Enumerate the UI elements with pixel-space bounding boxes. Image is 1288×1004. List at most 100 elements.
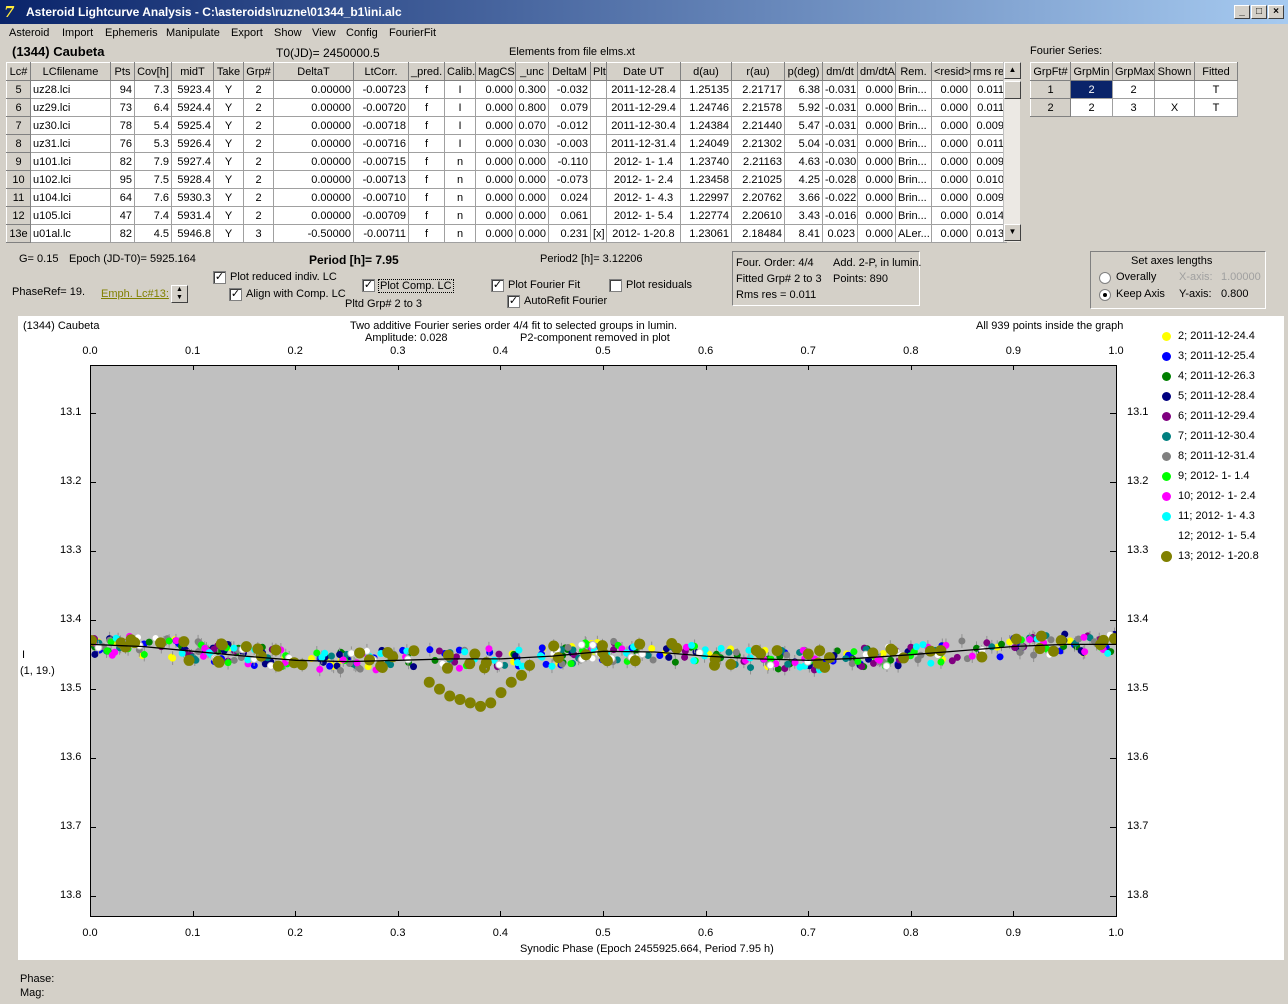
lc-cell[interactable]: ALer... bbox=[895, 224, 932, 243]
lc-cell[interactable]: 0.000 bbox=[857, 188, 896, 207]
menu-export[interactable]: Export bbox=[231, 27, 263, 39]
lc-cell[interactable]: 0.00000 bbox=[273, 116, 354, 135]
lc-cell[interactable]: 0.000 bbox=[515, 170, 549, 189]
lc-cell[interactable]: 0.009 bbox=[970, 188, 1007, 207]
lc-cell[interactable]: 7.6 bbox=[134, 188, 172, 207]
lc-cell[interactable]: u102.lci bbox=[30, 170, 111, 189]
lc-cell[interactable] bbox=[590, 80, 607, 99]
lc-header-15[interactable]: Date UT bbox=[606, 62, 681, 81]
lc-cell[interactable]: I bbox=[444, 134, 476, 153]
lc-header-20[interactable]: dm/dtA bbox=[857, 62, 896, 81]
lc-cell[interactable]: -0.032 bbox=[548, 80, 591, 99]
lc-cell[interactable]: 6 bbox=[6, 98, 31, 117]
lc-cell[interactable]: 0.00000 bbox=[273, 80, 354, 99]
lc-cell[interactable]: Brin... bbox=[895, 80, 932, 99]
lightcurve-table[interactable]: Lc# LCfilename Pts Cov[h] midT Take Grp# DeltaT… bbox=[6, 62, 1007, 243]
lc-cell[interactable]: uz30.lci bbox=[30, 116, 111, 135]
lc-cell[interactable]: -0.022 bbox=[822, 188, 858, 207]
lc-cell[interactable] bbox=[590, 170, 607, 189]
lc-cell[interactable]: uz28.lci bbox=[30, 80, 111, 99]
lc-cell[interactable]: 2011-12-29.4 bbox=[606, 98, 681, 117]
lc-cell[interactable]: 0.011 bbox=[970, 80, 1007, 99]
lc-cell[interactable]: 2012- 1- 5.4 bbox=[606, 206, 681, 225]
lc-header-8[interactable]: LtCorr. bbox=[353, 62, 409, 81]
lc-cell[interactable]: 0.000 bbox=[931, 188, 971, 207]
lc-cell[interactable]: -0.073 bbox=[548, 170, 591, 189]
lc-cell[interactable]: 0.000 bbox=[475, 206, 516, 225]
lc-cell[interactable]: -0.012 bbox=[548, 116, 591, 135]
lc-cell[interactable] bbox=[590, 116, 607, 135]
lc-cell[interactable]: 0.010 bbox=[970, 170, 1007, 189]
lc-cell[interactable]: -0.110 bbox=[548, 152, 591, 171]
scroll-down-icon[interactable]: ▼ bbox=[1004, 224, 1021, 241]
lc-cell[interactable]: 0.014 bbox=[970, 206, 1007, 225]
lc-cell[interactable]: n bbox=[444, 170, 476, 189]
close-button[interactable]: × bbox=[1268, 5, 1284, 19]
maximize-button[interactable]: □ bbox=[1251, 5, 1267, 19]
table-row[interactable]: 9 u101.lci 82 7.9 5927.4 Y 2 0.00000 -0.00715 f n 0… bbox=[6, 152, 1007, 171]
lc-cell[interactable]: 0.000 bbox=[857, 224, 896, 243]
lc-header-11[interactable]: MagCS bbox=[475, 62, 516, 81]
lc-cell[interactable]: 0.000 bbox=[475, 116, 516, 135]
lc-cell[interactable]: 2 bbox=[243, 80, 274, 99]
lc-cell[interactable]: 95 bbox=[110, 170, 135, 189]
lc-cell[interactable]: 2012- 1- 2.4 bbox=[606, 170, 681, 189]
lc-cell[interactable]: 10 bbox=[6, 170, 31, 189]
lc-cell[interactable]: 0.00000 bbox=[273, 134, 354, 153]
lc-header-23[interactable]: rms res bbox=[970, 62, 1007, 81]
lc-cell[interactable]: 0.000 bbox=[475, 224, 516, 243]
lc-cell[interactable]: 2012- 1- 1.4 bbox=[606, 152, 681, 171]
lc-cell[interactable]: 5930.3 bbox=[171, 188, 214, 207]
lc-cell[interactable]: 4.63 bbox=[784, 152, 823, 171]
lc-cell[interactable]: 5924.4 bbox=[171, 98, 214, 117]
lc-cell[interactable]: 7.5 bbox=[134, 170, 172, 189]
lc-header-21[interactable]: Rem. bbox=[895, 62, 932, 81]
fourier-header-4[interactable]: Fitted bbox=[1194, 62, 1238, 81]
lc-cell[interactable]: 0.000 bbox=[515, 188, 549, 207]
lc-cell[interactable]: -0.00710 bbox=[353, 188, 409, 207]
lc-cell[interactable]: I bbox=[444, 80, 476, 99]
lc-cell[interactable]: 5.47 bbox=[784, 116, 823, 135]
align-comp-checkbox[interactable]: ✓ bbox=[229, 288, 242, 301]
lc-cell[interactable]: -0.00709 bbox=[353, 206, 409, 225]
lc-header-6[interactable]: Grp# bbox=[243, 62, 274, 81]
lc-cell[interactable]: 1.24049 bbox=[680, 134, 732, 153]
lc-cell[interactable]: 5.3 bbox=[134, 134, 172, 153]
lc-header-3[interactable]: Cov[h] bbox=[134, 62, 172, 81]
lc-cell[interactable]: 4.25 bbox=[784, 170, 823, 189]
table-row[interactable]: 11 u104.lci 64 7.6 5930.3 Y 2 0.00000 -0.00710 f n… bbox=[6, 188, 1007, 207]
lc-cell[interactable]: f bbox=[408, 152, 445, 171]
lc-cell[interactable]: 2.21163 bbox=[731, 152, 785, 171]
lc-cell[interactable]: 2.20762 bbox=[731, 188, 785, 207]
lc-cell[interactable] bbox=[590, 188, 607, 207]
lc-header-10[interactable]: Calib. bbox=[444, 62, 476, 81]
lc-cell[interactable]: 2 bbox=[243, 206, 274, 225]
lc-cell[interactable]: 0.00000 bbox=[273, 152, 354, 171]
fourier-header-1[interactable]: GrpMin bbox=[1070, 62, 1113, 81]
table-row[interactable]: 12 u105.lci 47 7.4 5931.4 Y 2 0.00000 -0.00709 f n… bbox=[6, 206, 1007, 225]
lc-cell[interactable]: -0.50000 bbox=[273, 224, 354, 243]
lc-cell[interactable]: u105.lci bbox=[30, 206, 111, 225]
lc-cell[interactable]: f bbox=[408, 80, 445, 99]
lc-cell[interactable]: 7.3 bbox=[134, 80, 172, 99]
lc-cell[interactable]: 2011-12-31.4 bbox=[606, 134, 681, 153]
lc-cell[interactable]: Brin... bbox=[895, 206, 932, 225]
lc-cell[interactable]: 0.000 bbox=[515, 206, 549, 225]
lc-cell[interactable]: -0.00711 bbox=[353, 224, 409, 243]
lc-cell[interactable]: 5.92 bbox=[784, 98, 823, 117]
plot-residuals-checkbox[interactable] bbox=[609, 279, 622, 292]
autorefit-checkbox[interactable]: ✓ bbox=[507, 295, 520, 308]
lc-cell[interactable]: Brin... bbox=[895, 116, 932, 135]
lc-cell[interactable]: f bbox=[408, 134, 445, 153]
lc-cell[interactable]: 7.9 bbox=[134, 152, 172, 171]
lc-cell[interactable]: 2.20610 bbox=[731, 206, 785, 225]
lc-cell[interactable]: 6.38 bbox=[784, 80, 823, 99]
lc-cell[interactable]: 2.21440 bbox=[731, 116, 785, 135]
lc-cell[interactable] bbox=[590, 134, 607, 153]
lc-cell[interactable]: uz31.lci bbox=[30, 134, 111, 153]
lc-cell[interactable]: 0.000 bbox=[857, 134, 896, 153]
lc-header-4[interactable]: midT bbox=[171, 62, 214, 81]
lc-cell[interactable]: 0.800 bbox=[515, 98, 549, 117]
lc-cell[interactable]: 0.000 bbox=[515, 152, 549, 171]
